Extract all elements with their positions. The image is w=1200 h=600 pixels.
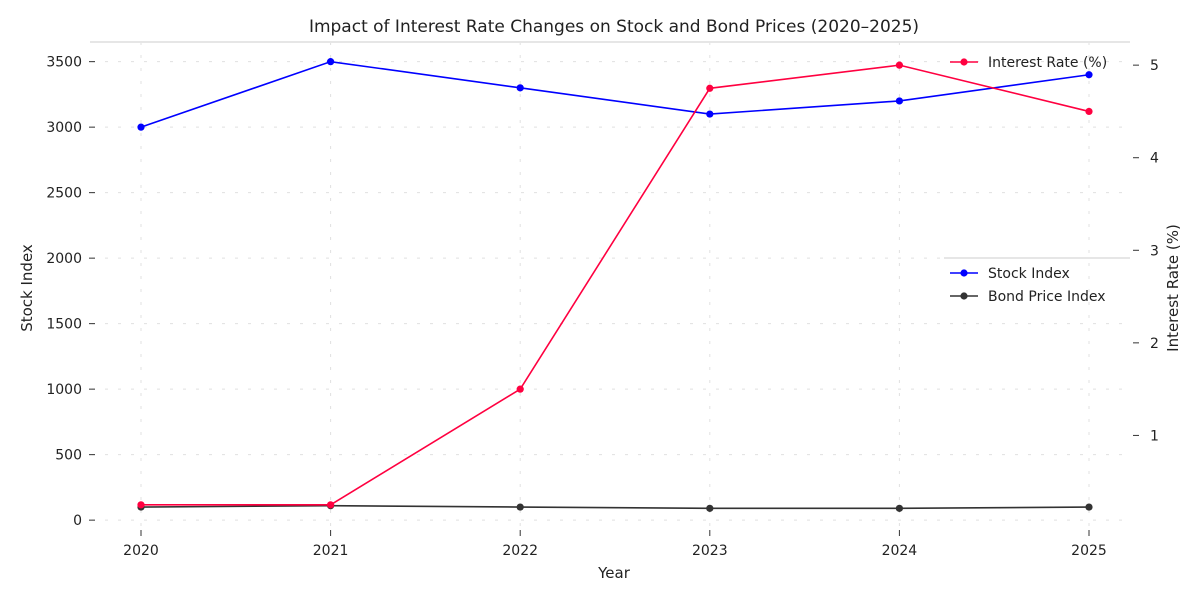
interest-rate-point [517,386,524,393]
left-tick-label: 2500 [46,186,82,202]
left-tick-label: 1500 [46,317,82,333]
stock-index-legend-marker [960,269,967,276]
stock-index-point [706,110,713,117]
bond-price-index-point [517,503,524,510]
left-tick-label: 500 [55,448,82,464]
bond-price-index-legend-label: Bond Price Index [988,289,1106,305]
interest-rate-point [1085,108,1092,115]
stock-index-point [896,97,903,104]
left-tick-label: 3500 [46,55,82,71]
series-group [137,58,1092,512]
x-tick-label: 2025 [1071,543,1107,559]
left-axis-label: Stock Index [18,244,36,332]
stock-index-point [517,84,524,91]
x-tick-label: 2023 [692,543,728,559]
legend-interest-rate: Interest Rate (%) [950,55,1107,71]
interest-rate-point [706,85,713,92]
left-tick-label: 1000 [46,382,82,398]
left-tick-label: 0 [73,513,82,529]
x-tick-label: 2021 [313,543,349,559]
stock-index-legend-label: Stock Index [988,266,1070,282]
grid [92,42,1130,528]
interest-rate-legend-marker [960,58,967,65]
right-tick-label: 3 [1150,243,1159,259]
stock-index-line [141,62,1089,127]
bond-price-index-legend-marker [960,292,967,299]
right-tick-label: 2 [1150,336,1159,352]
x-tick-label: 2024 [882,543,918,559]
right-axis-ticks: 1 2 3 4 5 [1133,58,1159,444]
left-tick-label: 3000 [46,120,82,136]
interest-rate-line [141,65,1089,505]
right-tick-label: 5 [1150,58,1159,74]
chart-title: Impact of Interest Rate Changes on Stock… [309,17,919,37]
x-tick-label: 2020 [123,543,159,559]
line-chart: Impact of Interest Rate Changes on Stock… [0,0,1200,600]
interest-rate-point [896,62,903,69]
interest-rate-point [327,501,334,508]
right-axis-label: Interest Rate (%) [1164,224,1182,352]
left-tick-label: 2000 [46,251,82,267]
interest-rate-legend-label: Interest Rate (%) [988,55,1107,71]
interest-rate-point [137,501,144,508]
x-axis-ticks: 2020 2021 2022 2023 2024 2025 [123,530,1107,559]
left-axis-ticks: 0 500 1000 1500 2000 2500 3000 3500 [46,55,95,529]
bond-price-index-point [1085,503,1092,510]
bond-price-index-point [706,505,713,512]
right-tick-label: 4 [1150,151,1159,167]
right-tick-label: 1 [1150,428,1159,444]
x-axis-label: Year [597,564,631,582]
stock-index-point [137,124,144,131]
bond-price-index-point [896,505,903,512]
legend-stock-bond: Stock Index Bond Price Index [944,258,1130,305]
stock-index-point [1085,71,1092,78]
bond-price-index-line [141,506,1089,509]
x-tick-label: 2022 [502,543,538,559]
stock-index-point [327,58,334,65]
